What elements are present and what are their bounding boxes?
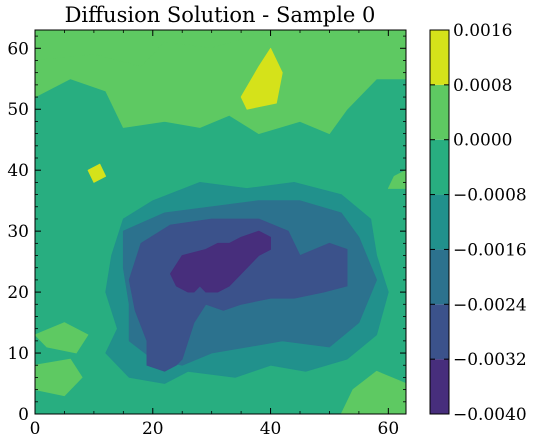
contour-region-6 (387, 169, 406, 189)
colorbar-band-5 (430, 84, 449, 140)
contour-region-2 (35, 30, 406, 135)
y-tick-label: 20 (7, 283, 29, 303)
colorbar-tick-label: −0.0016 (453, 240, 527, 260)
plot-frame (34, 29, 407, 415)
colorbar-band-1 (430, 304, 449, 360)
chart-title: Diffusion Solution - Sample 0 (65, 3, 376, 27)
colorbar-band-4 (430, 139, 449, 195)
colorbar-band-2 (430, 249, 449, 305)
y-tick-label: 50 (7, 100, 29, 120)
colorbar-band-3 (430, 194, 449, 250)
colorbar-tick-label: −0.0024 (453, 295, 527, 315)
colorbar-tick-label: −0.0008 (453, 186, 527, 206)
x-tick-label: 40 (260, 419, 282, 439)
colorbar-band-6 (430, 30, 449, 85)
colorbar-tick-label: 0.0000 (453, 131, 512, 151)
x-axis: 0 20 40 60 (30, 30, 400, 439)
y-axis: 0 10 20 30 40 50 60 (7, 35, 406, 425)
x-tick-label: 20 (142, 419, 164, 439)
x-tick-label: 60 (378, 419, 400, 439)
colorbar-tick-label: 0.0016 (453, 21, 512, 41)
contour-region-3 (340, 370, 406, 414)
contour-region-4 (35, 358, 83, 397)
y-tick-label: 40 (7, 161, 29, 181)
colorbar: −0.0040 −0.0032 −0.0024 −0.0016 −0.0008 0.000… (429, 21, 527, 425)
colorbar-band-0 (430, 359, 449, 414)
colorbar-frame (429, 29, 450, 415)
x-tick-label: 0 (30, 419, 41, 439)
contour-region-7 (240, 47, 283, 110)
contour-plot-area (35, 30, 406, 414)
contour-region-12 (169, 230, 272, 293)
y-tick-label: 60 (7, 39, 29, 59)
colorbar-tick-label: 0.0008 (453, 76, 512, 96)
contour-region-5 (35, 322, 89, 354)
y-tick-label: 10 (7, 344, 29, 364)
contour-region-8 (87, 163, 107, 183)
colorbar-tick-label: −0.0040 (453, 405, 527, 425)
colorbar-tick-label: −0.0032 (453, 350, 527, 370)
y-tick-label: 0 (18, 405, 29, 425)
y-tick-label: 30 (7, 222, 29, 242)
